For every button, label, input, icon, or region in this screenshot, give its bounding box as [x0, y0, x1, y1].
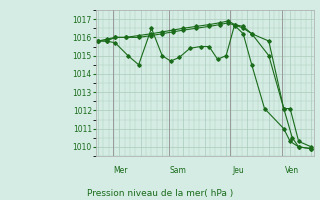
- Text: Sam: Sam: [169, 166, 186, 175]
- Text: Jeu: Jeu: [233, 166, 244, 175]
- Text: Mer: Mer: [113, 166, 127, 175]
- Text: Ven: Ven: [285, 166, 299, 175]
- Text: Pression niveau de la mer( hPa ): Pression niveau de la mer( hPa ): [87, 189, 233, 198]
